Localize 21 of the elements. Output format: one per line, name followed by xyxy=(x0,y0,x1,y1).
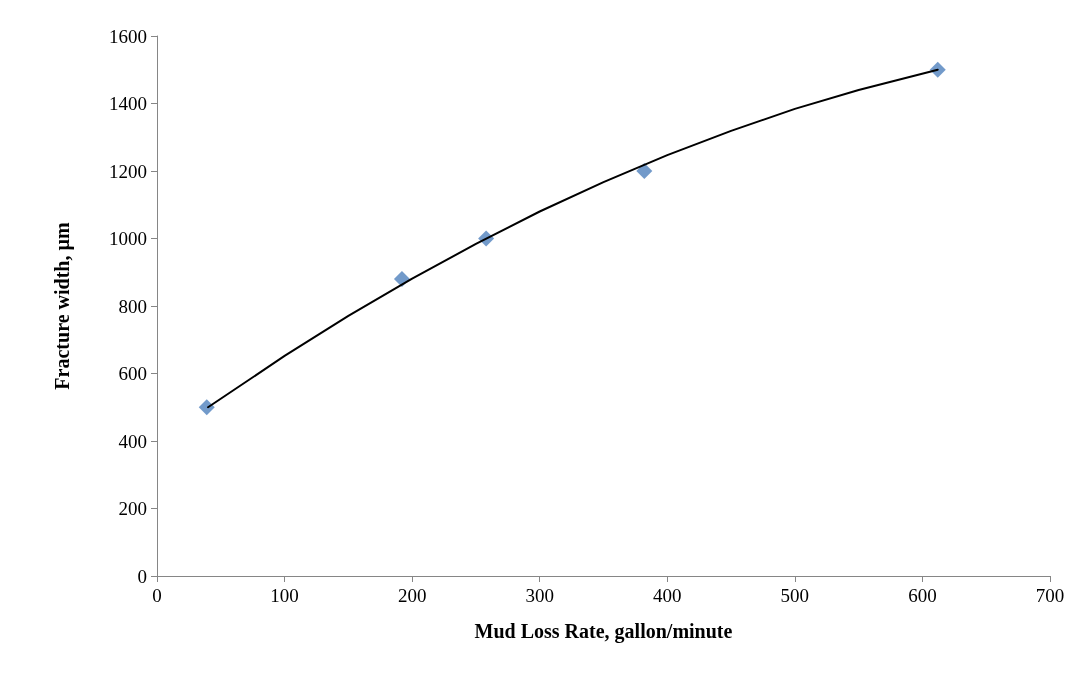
y-tick-label: 1200 xyxy=(109,160,147,182)
x-tick-label: 500 xyxy=(780,585,810,606)
point xyxy=(198,399,215,416)
x-tick-label: 100 xyxy=(270,585,299,606)
x-tick-label: 0 xyxy=(152,585,162,606)
y-tick-label: 1000 xyxy=(109,228,147,249)
x-tick-label: 300 xyxy=(525,585,554,606)
x-tick-label: 600 xyxy=(908,585,937,606)
x-axis-title: Mud Loss Rate, gallon/minute xyxy=(474,620,733,643)
y-tick-label: 400 xyxy=(118,430,147,452)
y-tick-label: 1400 xyxy=(109,93,147,114)
y-tick-label: 800 xyxy=(118,295,147,317)
y-tick-label: 0 xyxy=(137,565,147,587)
x-tick-label: 200 xyxy=(397,585,427,606)
y-tick-label: 200 xyxy=(118,498,147,519)
x-tick-label: 400 xyxy=(653,585,682,606)
point xyxy=(636,163,653,179)
x-tick-label: 700 xyxy=(1035,585,1065,606)
y-tick-label: 1600 xyxy=(109,25,147,47)
y-axis-title: Fracture width, µm xyxy=(51,222,74,390)
y-tick-label: 600 xyxy=(118,363,147,384)
